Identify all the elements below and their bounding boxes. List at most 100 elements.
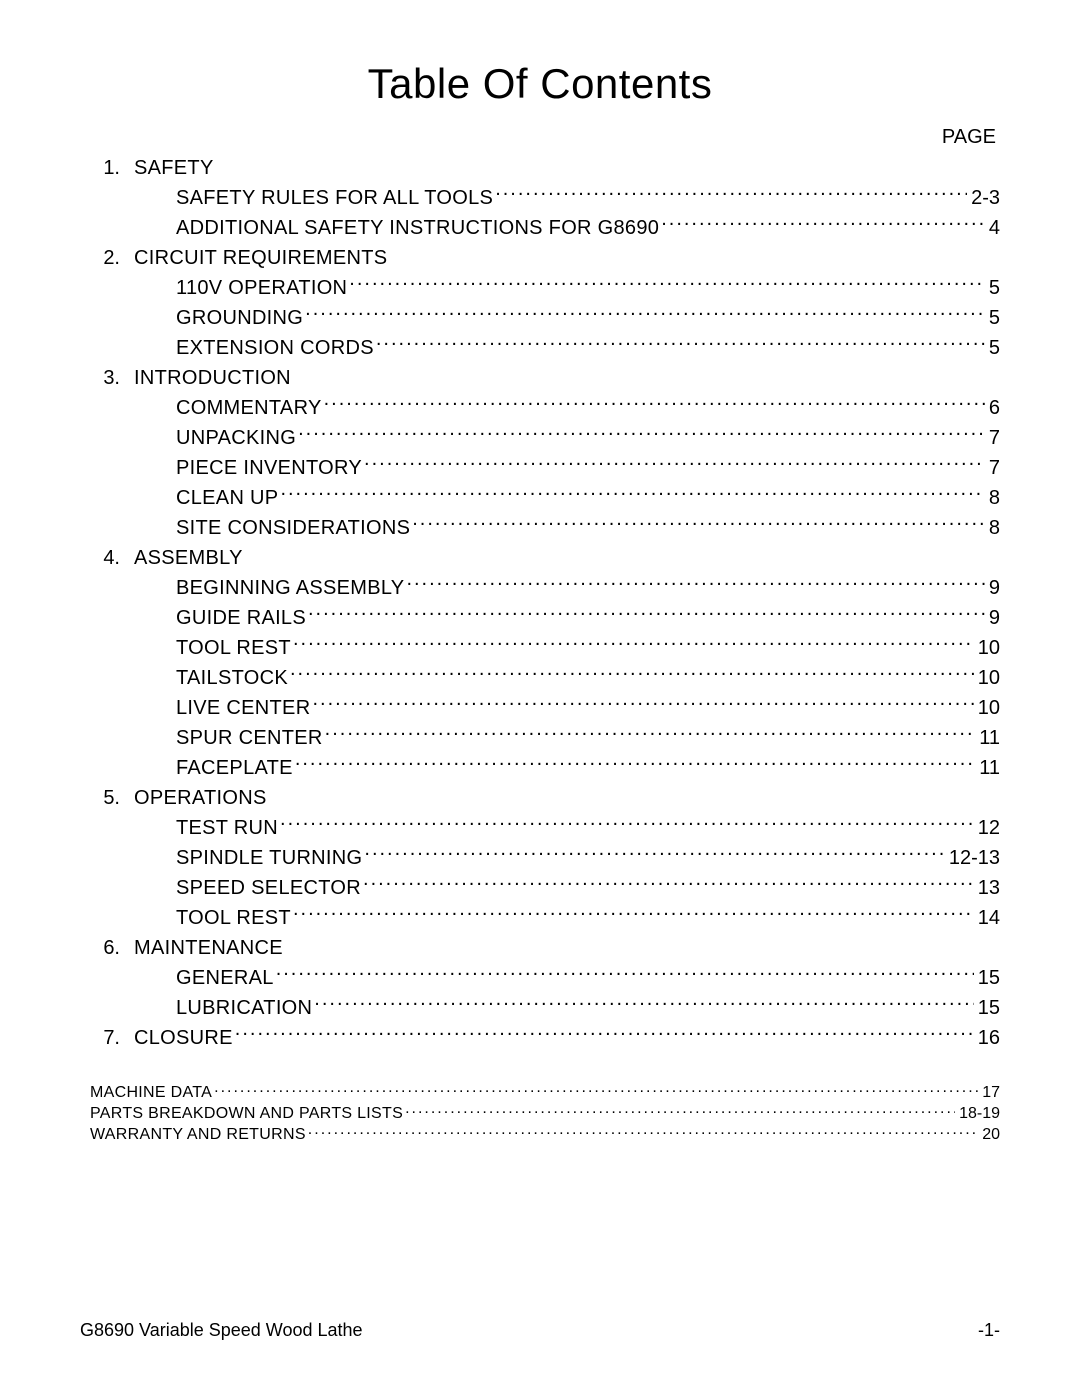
leader-dots	[406, 574, 984, 594]
toc-items: SAFETY RULES FOR ALL TOOLS2-3ADDITIONAL …	[80, 183, 1000, 243]
leader-dots	[376, 334, 985, 354]
toc-item-page: 14	[976, 903, 1000, 933]
leader-dots	[661, 214, 985, 234]
toc-item: GENERAL15	[176, 963, 1000, 993]
leader-dots	[312, 694, 973, 714]
toc-item-label: TAILSTOCK	[176, 663, 288, 693]
toc-section: 4.ASSEMBLYBEGINNING ASSEMBLY9GUIDE RAILS…	[80, 543, 1000, 783]
section-number: 7.	[80, 1023, 134, 1053]
leader-dots	[305, 304, 985, 324]
appendix-list: MACHINE DATA17PARTS BREAKDOWN AND PARTS …	[80, 1081, 1000, 1144]
leader-dots	[290, 664, 974, 684]
toc-item-page: 9	[987, 573, 1000, 603]
toc-item-page: 13	[976, 873, 1000, 903]
toc-section-head: 5.OPERATIONS	[80, 783, 1000, 813]
toc-item: LUBRICATION15	[176, 993, 1000, 1023]
leader-dots	[495, 184, 967, 204]
toc-item-label: BEGINNING ASSEMBLY	[176, 573, 404, 603]
toc-item: GUIDE RAILS 9	[176, 603, 1000, 633]
leader-dots	[349, 274, 985, 294]
toc-item: UNPACKING7	[176, 423, 1000, 453]
toc-item-label: COMMENTARY	[176, 393, 322, 423]
toc-section-head: 3.INTRODUCTION	[80, 363, 1000, 393]
section-number: 4.	[80, 543, 134, 573]
toc-items: GENERAL15LUBRICATION15	[80, 963, 1000, 1023]
section-number: 2.	[80, 243, 134, 273]
toc-item-label: GROUNDING	[176, 303, 303, 333]
toc-item: COMMENTARY 6	[176, 393, 1000, 423]
leader-dots	[235, 1024, 976, 1044]
toc-item: ADDITIONAL SAFETY INSTRUCTIONS FOR G8690…	[176, 213, 1000, 243]
section-number: 1.	[80, 153, 134, 183]
toc-item: 110V OPERATION5	[176, 273, 1000, 303]
leader-dots	[364, 844, 944, 864]
toc-section-head: 2.CIRCUIT REQUIREMENTS	[80, 243, 1000, 273]
toc-items: COMMENTARY 6UNPACKING7PIECE INVENTORY 7 CLE…	[80, 393, 1000, 543]
appendix-page: 18-19	[957, 1105, 1000, 1123]
leader-dots	[276, 964, 974, 984]
toc-item-page: 10	[976, 663, 1000, 693]
toc-item-label: TEST RUN	[176, 813, 278, 843]
footer-right: -1-	[978, 1320, 1000, 1341]
toc-section-head: 6.MAINTENANCE	[80, 933, 1000, 963]
section-title: ASSEMBLY	[134, 543, 243, 573]
toc-item-label: TOOL REST	[176, 633, 291, 663]
toc-item-page: 5	[987, 303, 1000, 333]
toc-item-label: SAFETY RULES FOR ALL TOOLS	[176, 183, 493, 213]
leader-dots	[308, 1123, 978, 1139]
appendix-page: 17	[980, 1084, 1000, 1102]
toc-item: SPEED SELECTOR 13	[176, 873, 1000, 903]
leader-dots	[405, 1102, 955, 1118]
toc-section: 6.MAINTENANCEGENERAL15LUBRICATION15	[80, 933, 1000, 1023]
toc-item-label: SITE CONSIDERATIONS	[176, 513, 410, 543]
page-title: Table Of Contents	[80, 60, 1000, 108]
toc-item-label: TOOL REST	[176, 903, 291, 933]
toc-item-page: 4	[987, 213, 1000, 243]
table-of-contents: 1.SAFETYSAFETY RULES FOR ALL TOOLS2-3ADD…	[80, 153, 1000, 1053]
toc-item-page: 7	[987, 423, 1000, 453]
toc-item-page: 8	[987, 513, 1000, 543]
toc-section-head: 4.ASSEMBLY	[80, 543, 1000, 573]
toc-items: 110V OPERATION5GROUNDING5EXTENSION CORDS…	[80, 273, 1000, 363]
page: Table Of Contents PAGE 1.SAFETYSAFETY RU…	[0, 0, 1080, 1397]
toc-item: TOOL REST 14	[176, 903, 1000, 933]
toc-item-label: EXTENSION CORDS	[176, 333, 374, 363]
appendix-item: PARTS BREAKDOWN AND PARTS LISTS 18-19	[90, 1102, 1000, 1123]
toc-item-page: 9	[987, 603, 1000, 633]
appendix-label: PARTS BREAKDOWN AND PARTS LISTS	[90, 1105, 403, 1123]
toc-item: TEST RUN12	[176, 813, 1000, 843]
toc-item-label: GENERAL	[176, 963, 274, 993]
toc-item-label: PIECE INVENTORY	[176, 453, 362, 483]
toc-item-label: FACEPLATE	[176, 753, 293, 783]
toc-item-page: 6	[987, 393, 1000, 423]
toc-item-page: 12-13	[947, 843, 1000, 873]
page-column-header: PAGE	[80, 126, 1000, 149]
leader-dots	[308, 604, 985, 624]
toc-item-label: SPEED SELECTOR	[176, 873, 361, 903]
toc-item: SPINDLE TURNING12-13	[176, 843, 1000, 873]
toc-item: SITE CONSIDERATIONS 8	[176, 513, 1000, 543]
appendix-label: MACHINE DATA	[90, 1084, 212, 1102]
section-title: CIRCUIT REQUIREMENTS	[134, 243, 387, 273]
leader-dots	[295, 754, 975, 774]
section-title: OPERATIONS	[134, 783, 267, 813]
toc-item: BEGINNING ASSEMBLY 9	[176, 573, 1000, 603]
toc-item-label: CLEAN UP	[176, 483, 278, 513]
toc-item-page: 5	[987, 333, 1000, 363]
footer-left: G8690 Variable Speed Wood Lathe	[80, 1320, 363, 1341]
appendix-item: WARRANTY AND RETURNS20	[90, 1123, 1000, 1144]
toc-item-label: 110V OPERATION	[176, 273, 347, 303]
toc-item-page: 10	[976, 633, 1000, 663]
toc-section-row: 7.CLOSURE16	[80, 1023, 1000, 1053]
page-footer: G8690 Variable Speed Wood Lathe -1-	[80, 1320, 1000, 1341]
leader-dots	[314, 994, 973, 1014]
toc-section: 2.CIRCUIT REQUIREMENTS110V OPERATION5GRO…	[80, 243, 1000, 363]
toc-item-label: LUBRICATION	[176, 993, 312, 1023]
toc-items: BEGINNING ASSEMBLY 9 GUIDE RAILS 9 TOOL REST…	[80, 573, 1000, 783]
toc-item-page: 11	[977, 753, 1000, 783]
toc-item-label: GUIDE RAILS	[176, 603, 306, 633]
toc-section: 3.INTRODUCTIONCOMMENTARY 6UNPACKING7PIECE…	[80, 363, 1000, 543]
toc-item: EXTENSION CORDS 5	[176, 333, 1000, 363]
leader-dots	[298, 424, 985, 444]
leader-dots	[325, 724, 976, 744]
